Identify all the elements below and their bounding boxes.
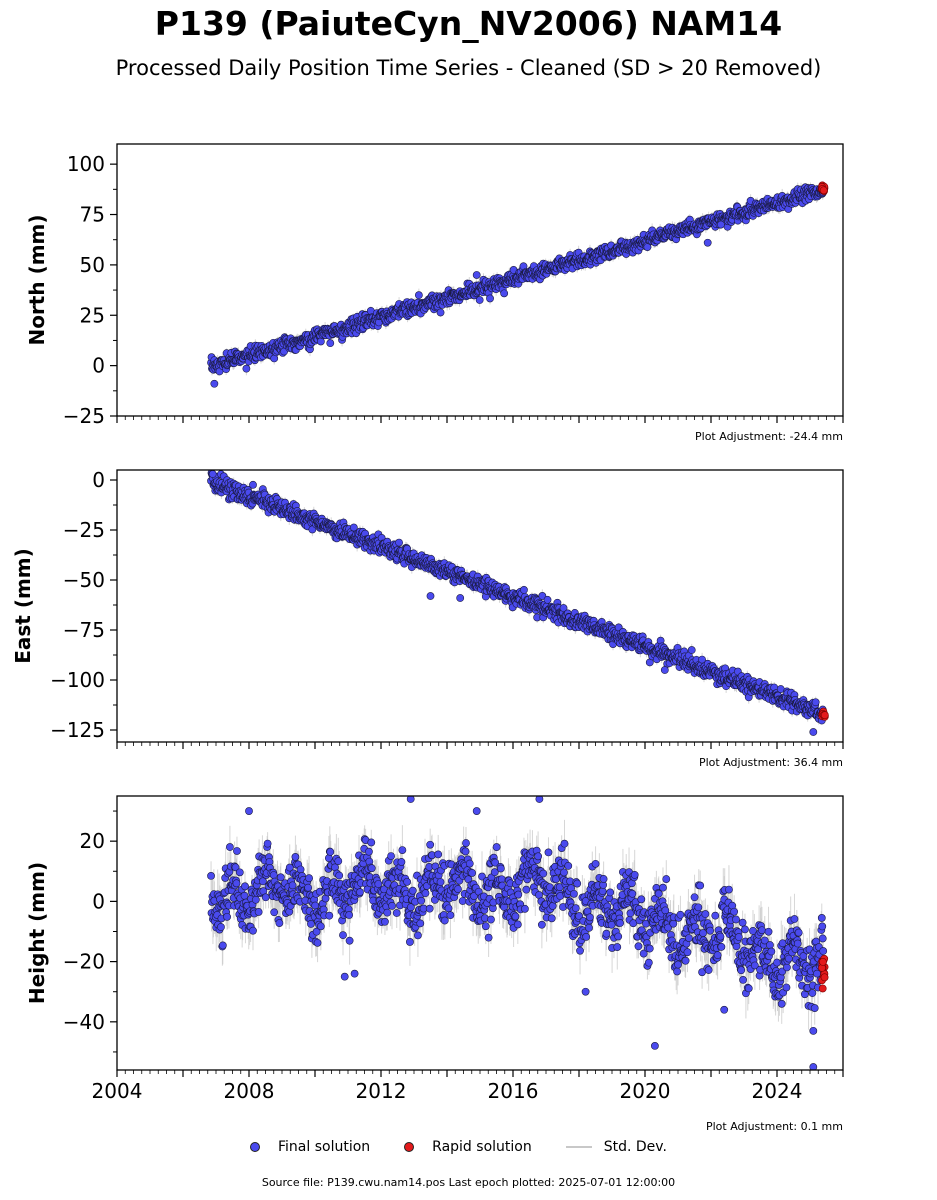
final-solution-points xyxy=(207,470,828,736)
final-point xyxy=(486,294,494,303)
plot-adjustment: Plot Adjustment: -24.4 mm xyxy=(695,430,843,443)
y-tick-label: 75 xyxy=(80,203,105,227)
final-point xyxy=(326,339,335,348)
chart-title: P139 (PaiuteCyn_NV2006) NAM14 xyxy=(154,4,783,43)
final-point xyxy=(559,604,568,612)
rapid-point xyxy=(819,186,828,195)
final-point xyxy=(349,523,358,532)
y-tick-label: 25 xyxy=(80,303,105,327)
final-point xyxy=(436,308,445,317)
final-point xyxy=(643,243,652,251)
panel-0: −25 0 25 50 75 100 North (mm) Plot Adjustment: … xyxy=(25,143,844,443)
rapid-solution-points xyxy=(817,181,829,195)
final-point xyxy=(538,592,547,600)
final-point xyxy=(500,289,509,298)
chart-subtitle: Processed Daily Position Time Series - C… xyxy=(115,56,822,80)
final-point-outlier xyxy=(472,271,481,279)
y-tick-label: 100 xyxy=(67,152,105,176)
final-solution-points xyxy=(207,183,828,388)
final-point xyxy=(249,480,257,489)
final-point-outlier xyxy=(210,379,219,388)
final-point-outlier xyxy=(717,220,725,229)
y-tick-label: 50 xyxy=(80,253,105,277)
final-point xyxy=(242,364,251,373)
y-axis-label: North (mm) xyxy=(25,214,49,345)
y-tick-label: 0 xyxy=(92,354,105,378)
y-tick-label: −25 xyxy=(63,404,105,428)
plot-area-0 xyxy=(207,181,829,388)
final-point xyxy=(395,538,403,547)
plot-area-1 xyxy=(207,470,829,736)
final-point xyxy=(543,595,552,604)
final-point xyxy=(475,296,484,304)
final-point xyxy=(414,291,423,300)
final-point xyxy=(520,585,528,594)
final-point-outlier xyxy=(703,238,712,247)
